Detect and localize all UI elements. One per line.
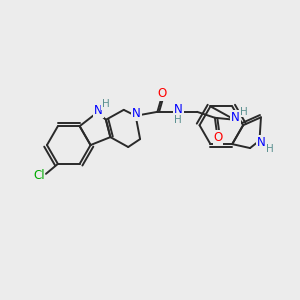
Text: N: N: [174, 103, 183, 116]
Text: Cl: Cl: [33, 169, 45, 182]
Text: H: H: [174, 115, 182, 125]
Text: O: O: [158, 88, 167, 100]
Text: O: O: [213, 131, 223, 144]
Text: N: N: [257, 136, 266, 149]
Text: N: N: [132, 107, 141, 120]
Text: H: H: [240, 107, 248, 117]
Text: N: N: [94, 104, 103, 117]
Text: H: H: [266, 143, 273, 154]
Text: N: N: [231, 111, 240, 124]
Text: H: H: [101, 99, 109, 110]
